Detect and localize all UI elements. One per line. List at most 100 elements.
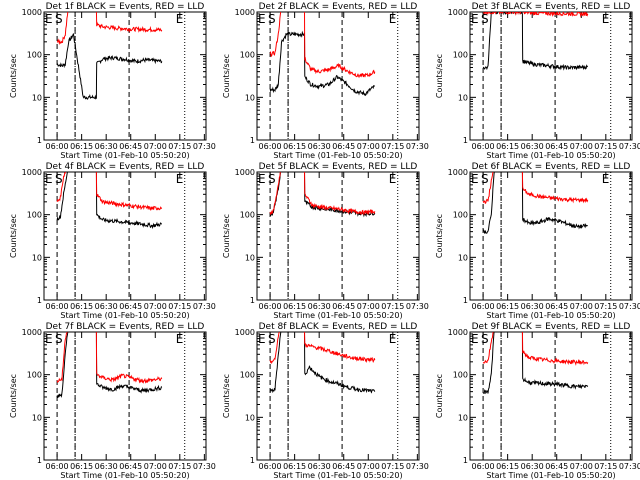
y-axis-label: Counts/sec [222, 54, 231, 98]
x-tick-label: 06:45 [332, 302, 355, 311]
plot-frame [469, 331, 633, 461]
y-axis-label: Counts/sec [9, 214, 18, 258]
x-tick-label: 07:00 [144, 302, 167, 311]
series-line-lld [56, 172, 163, 211]
marker-s: S [268, 12, 276, 26]
panel-6: Det 6f BLACK = Events, RED = LLD 1 10 100 10… [435, 162, 640, 320]
plot-area [56, 12, 186, 140]
marker-e-end: E [602, 172, 610, 186]
y-tick-label: 1 [37, 456, 42, 465]
y-axis-label: Counts/sec [222, 214, 231, 258]
x-tick-label: 07:15 [168, 142, 191, 151]
x-tick-label: 06:30 [95, 302, 118, 311]
x-tick-label: 06:45 [119, 462, 142, 471]
x-tick-label: 07:15 [594, 302, 617, 311]
marker-e-start: E [45, 172, 53, 186]
x-tick-label: 06:30 [521, 302, 544, 311]
x-tick-label: 06:00 [259, 302, 282, 311]
y-tick-label: 10 [245, 253, 255, 262]
marker-e-start: E [471, 332, 479, 346]
panel-title: Det 7f BLACK = Events, RED = LLD [46, 322, 205, 332]
plot-area [269, 12, 399, 140]
x-tick-label: 07:00 [357, 142, 380, 151]
x-tick-label: 06:15 [283, 302, 306, 311]
y-tick-label: 10 [245, 93, 255, 102]
y-axis-label: Counts/sec [9, 54, 18, 98]
x-tick-label: 07:30 [406, 462, 429, 471]
plot-area [269, 332, 399, 460]
x-tick-label: 06:45 [332, 142, 355, 151]
marker-e-end: E [176, 172, 184, 186]
marker-s: S [55, 172, 63, 186]
x-tick-label: 06:30 [308, 142, 331, 151]
series-line-events [56, 172, 162, 230]
x-axis-label: Start Time (01-Feb-10 05:50:20) [486, 471, 615, 480]
x-tick-label: 07:30 [193, 302, 216, 311]
panel-title: Det 5f BLACK = Events, RED = LLD [259, 162, 418, 172]
marker-e-end: E [389, 332, 397, 346]
x-tick-label: 06:30 [95, 142, 118, 151]
marker-s: S [481, 172, 489, 186]
plot-area [56, 172, 186, 300]
marker-e-start: E [471, 12, 479, 26]
x-axis-label: Start Time (01-Feb-10 05:50:20) [60, 151, 189, 160]
series-line-events [56, 332, 163, 399]
x-tick-label: 06:00 [472, 462, 495, 471]
y-tick-label: 1 [37, 136, 42, 145]
plot-area [56, 332, 186, 460]
x-tick-label: 06:15 [70, 142, 93, 151]
panel-title: Det 4f BLACK = Events, RED = LLD [46, 162, 205, 172]
y-tick-label: 1000 [448, 328, 468, 337]
y-tick-label: 1 [250, 136, 255, 145]
y-tick-label: 100 [453, 371, 468, 380]
plot-frame [469, 11, 633, 141]
x-tick-label: 06:15 [70, 462, 93, 471]
series-line-lld [269, 172, 376, 216]
x-tick-label: 07:15 [594, 462, 617, 471]
x-tick-label: 07:00 [144, 462, 167, 471]
marker-e-end: E [389, 12, 397, 26]
y-tick-label: 1000 [235, 328, 255, 337]
x-tick-label: 07:30 [406, 142, 429, 151]
plot-frame [43, 11, 207, 141]
y-tick-label: 10 [32, 253, 42, 262]
x-tick-label: 07:00 [357, 462, 380, 471]
x-tick-label: 06:45 [545, 142, 568, 151]
panel-7: Det 7f BLACK = Events, RED = LLD 1 10 100 10… [9, 322, 216, 480]
x-axis-label: Start Time (01-Feb-10 05:50:20) [486, 151, 615, 160]
x-tick-label: 07:15 [594, 142, 617, 151]
panel-title: Det 9f BLACK = Events, RED = LLD [472, 322, 631, 332]
panel-title: Det 8f BLACK = Events, RED = LLD [259, 322, 418, 332]
y-tick-label: 1 [37, 296, 42, 305]
y-axis-label: Counts/sec [435, 54, 444, 98]
y-axis-label: Counts/sec [435, 214, 444, 258]
x-tick-label: 07:00 [144, 142, 167, 151]
y-tick-label: 100 [240, 211, 255, 220]
x-tick-label: 06:00 [46, 462, 69, 471]
y-tick-label: 1000 [235, 8, 255, 17]
x-tick-label: 06:00 [46, 142, 69, 151]
y-axis-label: Counts/sec [222, 374, 231, 418]
y-tick-label: 1000 [22, 8, 42, 17]
marker-e-start: E [258, 12, 266, 26]
y-tick-label: 1 [250, 296, 255, 305]
marker-e-start: E [45, 332, 53, 346]
x-tick-label: 07:00 [570, 142, 593, 151]
y-tick-label: 100 [27, 371, 42, 380]
x-tick-label: 06:45 [119, 302, 142, 311]
marker-s: S [268, 332, 276, 346]
x-tick-label: 07:15 [381, 462, 404, 471]
panel-title: Det 3f BLACK = Events, RED = LLD [472, 2, 631, 12]
x-tick-label: 07:00 [570, 302, 593, 311]
marker-e-start: E [258, 332, 266, 346]
y-tick-label: 1000 [22, 168, 42, 177]
x-tick-label: 06:15 [283, 462, 306, 471]
series-line-events [269, 30, 376, 97]
plot-frame [256, 171, 420, 301]
x-tick-label: 06:30 [308, 302, 331, 311]
y-tick-label: 100 [27, 211, 42, 220]
y-tick-label: 100 [240, 371, 255, 380]
x-tick-label: 07:15 [381, 302, 404, 311]
plot-frame [256, 331, 420, 461]
y-tick-label: 1000 [22, 328, 42, 337]
